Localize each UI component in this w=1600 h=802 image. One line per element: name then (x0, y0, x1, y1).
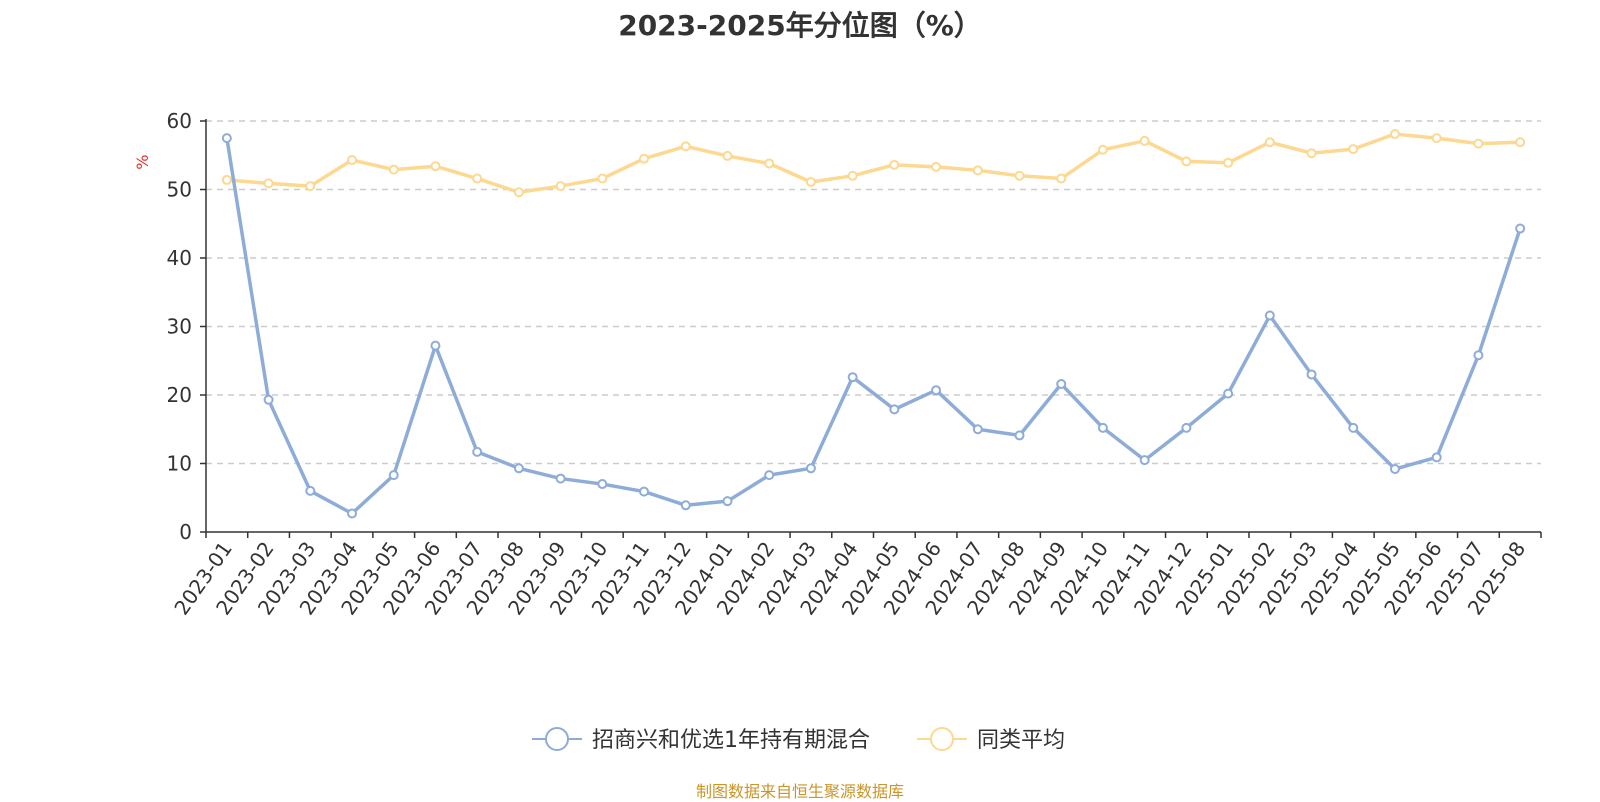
data-source-note: 制图数据来自恒生聚源数据库 (695, 782, 904, 801)
data-point (722, 496, 733, 507)
data-point (639, 153, 650, 164)
data-point (1306, 148, 1317, 159)
data-point (1014, 170, 1025, 181)
data-point (680, 500, 691, 511)
data-point (305, 485, 316, 496)
data-point (764, 158, 775, 169)
data-point (722, 150, 733, 161)
data-point (1139, 455, 1150, 466)
data-point (263, 394, 274, 405)
data-point (764, 470, 775, 481)
data-point (1223, 157, 1234, 168)
legend-label: 招商兴和优选1年持有期混合 (592, 728, 870, 753)
y-tick-label: 20 (167, 383, 192, 407)
data-point (513, 187, 524, 198)
data-point (1515, 223, 1526, 234)
data-point (847, 372, 858, 383)
data-point (1097, 144, 1108, 155)
data-point (805, 176, 816, 187)
data-point (555, 473, 566, 484)
data-point (221, 133, 232, 144)
legend-marker (930, 727, 954, 751)
series-line (225, 137, 1522, 516)
data-point (931, 161, 942, 172)
data-point (847, 170, 858, 181)
data-point (805, 463, 816, 474)
data-point (639, 486, 650, 497)
data-point (889, 404, 900, 415)
data-point (597, 479, 608, 490)
data-point (1515, 137, 1526, 148)
data-point (347, 155, 358, 166)
data-point (1264, 310, 1275, 321)
data-point (472, 446, 483, 457)
data-point (972, 424, 983, 435)
data-point (1181, 156, 1192, 167)
data-point (1389, 463, 1400, 474)
data-point (680, 141, 691, 152)
data-point (305, 181, 316, 192)
data-point (388, 164, 399, 175)
data-point (1389, 129, 1400, 140)
data-point (1097, 422, 1108, 433)
data-point (1139, 135, 1150, 146)
data-point (972, 165, 983, 176)
data-point (1264, 137, 1275, 148)
series-line (226, 132, 1521, 194)
data-point (1473, 138, 1484, 149)
legend-marker (545, 727, 569, 751)
data-point (347, 508, 358, 519)
data-point (889, 159, 900, 170)
data-point (597, 173, 608, 184)
data-point (263, 178, 274, 189)
data-point (430, 161, 441, 172)
data-point (388, 470, 399, 481)
y-tick-label: 10 (167, 452, 192, 476)
legend-label: 同类平均 (977, 728, 1065, 753)
data-point (1056, 173, 1067, 184)
data-point (1056, 379, 1067, 390)
data-point (931, 385, 942, 396)
data-point (472, 173, 483, 184)
data-point (1306, 369, 1317, 380)
data-point (1431, 133, 1442, 144)
y-tick-label: 40 (167, 246, 192, 270)
data-point (1348, 144, 1359, 155)
data-point (555, 181, 566, 192)
data-point (1014, 430, 1025, 441)
y-tick-label: 0 (179, 520, 192, 544)
data-point (1181, 422, 1192, 433)
data-point (1348, 422, 1359, 433)
data-point (513, 463, 524, 474)
y-axis-label: % (133, 154, 152, 169)
data-point (1473, 350, 1484, 361)
data-point (1431, 452, 1442, 463)
data-point (1223, 388, 1234, 399)
data-point (221, 174, 232, 185)
data-point (430, 340, 441, 351)
y-tick-label: 60 (167, 109, 192, 133)
y-tick-label: 30 (167, 315, 192, 339)
chart-title: 2023-2025年分位图（%） (618, 9, 982, 42)
y-tick-label: 50 (167, 178, 192, 202)
